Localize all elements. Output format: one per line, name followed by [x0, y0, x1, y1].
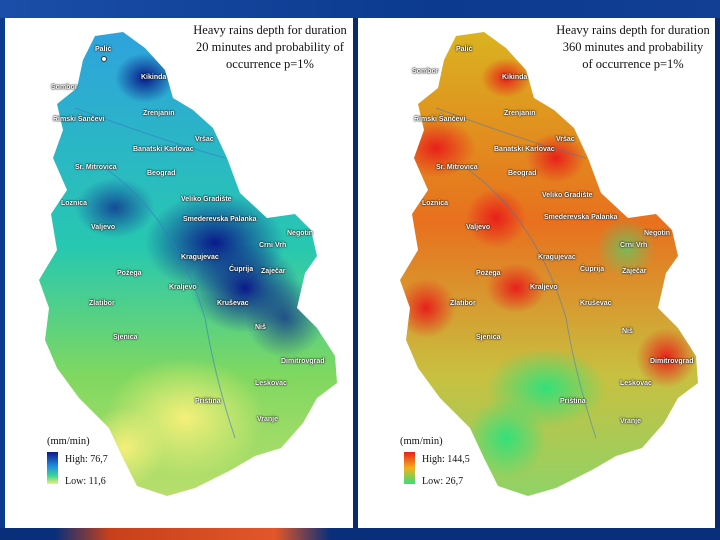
city-label: Kruševac [580, 300, 612, 307]
city-label: Ćuprija [580, 266, 605, 273]
city-label: Zlatibor [450, 300, 476, 307]
city-label: Leskovac [255, 380, 287, 387]
city-label: Kragujevac [538, 254, 576, 261]
city-label: Palić [456, 46, 473, 53]
city-label: Vršac [556, 136, 575, 143]
city-label: Banatski Karlovac [494, 146, 555, 153]
city-label: Kikinda [141, 74, 167, 81]
city-label: Beograd [147, 170, 176, 177]
city-label: Zaječar [261, 268, 286, 275]
city-label: Sjenica [476, 334, 501, 341]
city-label: Banatski Karlovac [133, 146, 194, 153]
legend-high: High: 144,5 [422, 454, 470, 465]
city-marker [101, 56, 107, 62]
city-label: Kruševac [217, 300, 249, 307]
top-banner [0, 0, 720, 18]
map-title-20min: Heavy rains depth for duration 20 minute… [193, 23, 347, 71]
serbia-map-360min [400, 32, 698, 496]
city-label: Crni Vrh [620, 242, 648, 249]
city-label: Zrenjanin [504, 110, 536, 117]
city-label: Sjenica [113, 334, 138, 341]
city-label: Sombor [51, 84, 78, 91]
city-label: Veliko Gradište [542, 192, 593, 199]
map-panel-20min: Heavy rains depth for duration 20 minute… [5, 18, 353, 528]
serbia-map-20min [39, 32, 337, 496]
city-label: Ćuprija [229, 266, 254, 273]
city-label: Zrenjanin [143, 110, 175, 117]
city-label: Sombor [412, 68, 439, 75]
city-label: Dimitrovgrad [281, 358, 325, 365]
city-label: Loznica [61, 200, 88, 207]
bottom-accent-bar [55, 528, 330, 540]
legend-low: Low: 11,6 [65, 476, 106, 487]
legend-unit: (mm/min) [400, 436, 443, 447]
city-label: Vršac [195, 136, 214, 143]
city-label: Priština [195, 398, 221, 405]
city-label: Zlatibor [89, 300, 115, 307]
city-label: Zaječar [622, 268, 647, 275]
city-label: Kraljevo [169, 284, 197, 291]
city-label: Negotin [287, 230, 314, 237]
city-label: Vranje [620, 418, 642, 425]
city-label: Rimski Šančevi [53, 116, 105, 123]
city-label: Crni Vrh [259, 242, 287, 249]
city-label: Priština [560, 398, 586, 405]
city-label: Rimski Šančevi [414, 116, 466, 123]
legend-low: Low: 26,7 [422, 476, 464, 487]
city-label: Vranje [257, 416, 279, 423]
legend-color-ramp [47, 452, 58, 484]
city-label: Kraljevo [530, 284, 558, 291]
city-label: Beograd [508, 170, 537, 177]
city-label: Sr. Mitrovica [75, 164, 117, 171]
city-label: Loznica [422, 200, 449, 207]
left-edge-band [0, 18, 5, 528]
map-panel-360min: Heavy rains depth for duration 360 minut… [358, 18, 715, 528]
city-label: Kragujevac [181, 254, 219, 261]
city-label: Leskovac [620, 380, 652, 387]
city-label: Smederevska Palanka [183, 216, 257, 223]
legend-high: High: 76,7 [65, 454, 108, 465]
legend-color-ramp [404, 452, 415, 484]
city-label: Dimitrovgrad [650, 358, 694, 365]
city-label: Niš [255, 324, 266, 331]
legend-unit: (mm/min) [47, 436, 90, 447]
city-label: Negotin [644, 230, 671, 237]
city-label: Smederevska Palanka [544, 214, 618, 221]
city-label: Požega [117, 270, 142, 277]
city-label: Palić [95, 46, 112, 53]
city-label: Sr. Mitrovica [436, 164, 478, 171]
city-label: Kikinda [502, 74, 528, 81]
city-label: Niš [622, 328, 633, 335]
city-label: Valjevo [91, 224, 116, 231]
city-label: Požega [476, 270, 501, 277]
city-label: Valjevo [466, 224, 491, 231]
city-label: Veliko Gradište [181, 196, 232, 203]
map-title-360min: Heavy rains depth for duration 360 minut… [556, 23, 710, 71]
